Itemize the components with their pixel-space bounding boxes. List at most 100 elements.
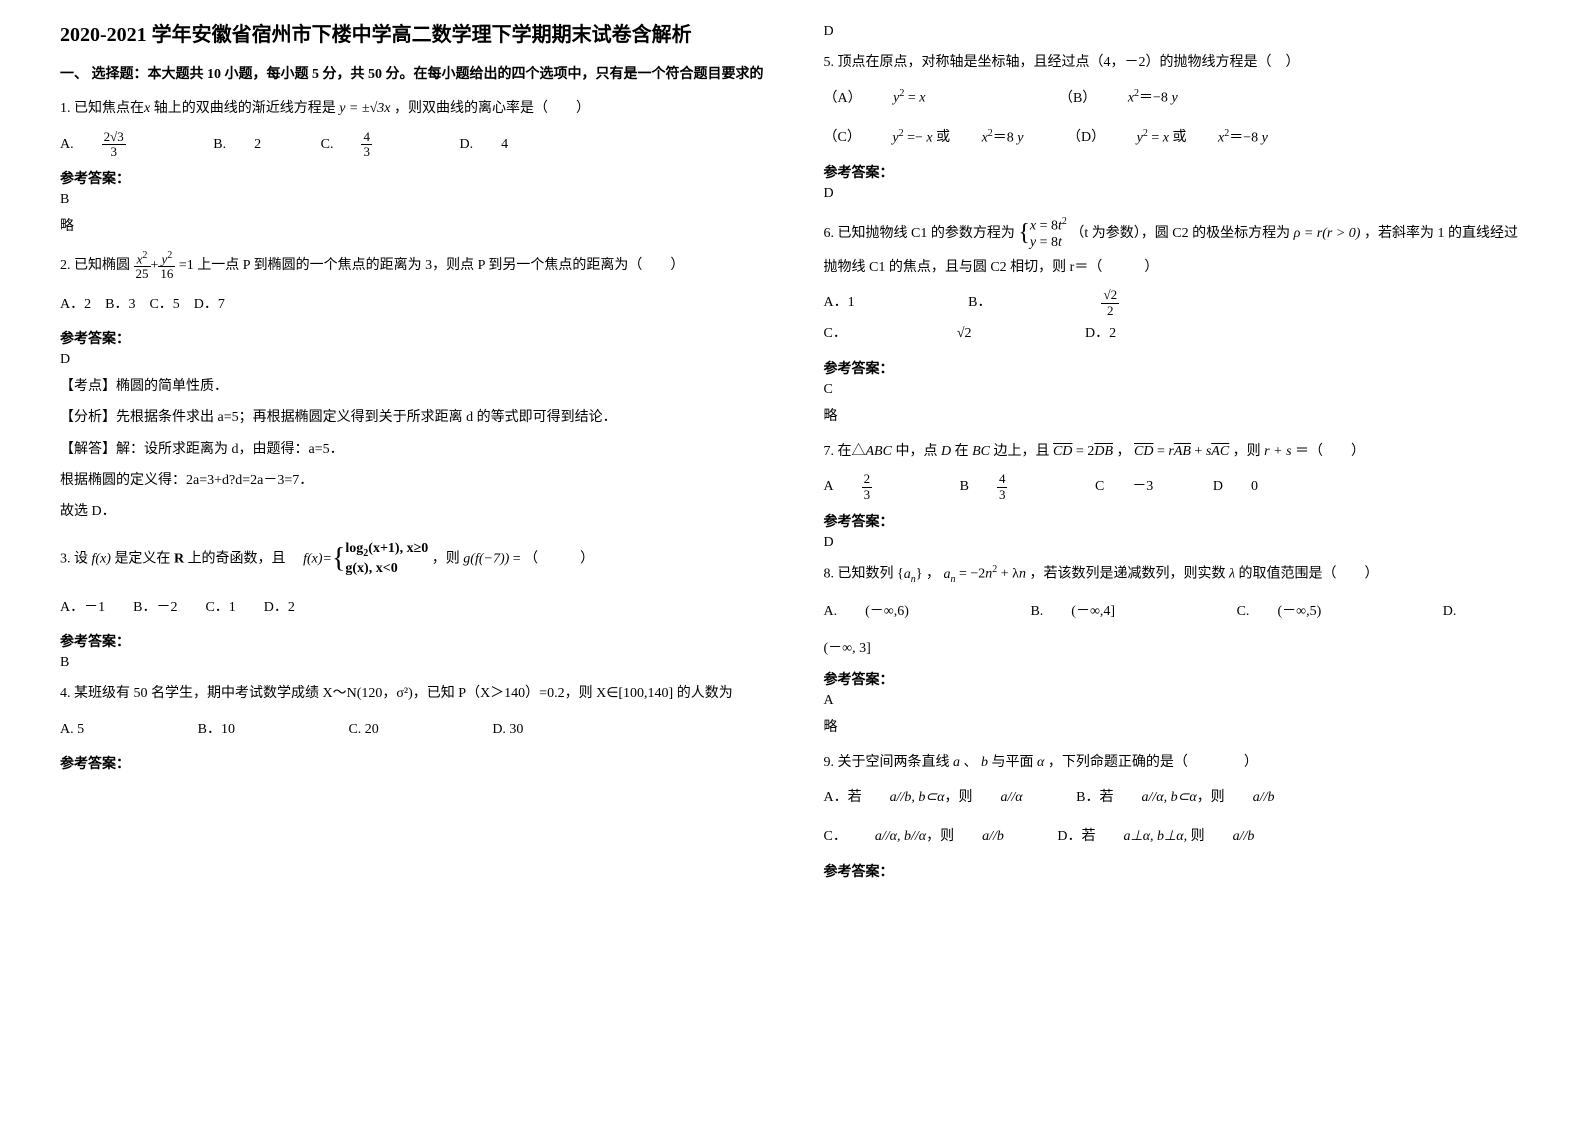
- q3-answer: B: [60, 655, 764, 671]
- q5-optC: （C） y2 =− x 或 x2＝8 y: [824, 123, 1024, 154]
- q9-optA: A．若a//b, b⊂α，则a//α: [824, 783, 1023, 814]
- q2-pre: 2. 已知椭圆: [60, 258, 130, 273]
- q9-post: ，下列命题正确的是（ ）: [1048, 755, 1258, 770]
- q8-optDv: (－∞, 3]: [824, 636, 1528, 661]
- q5-optA: （A） y2 = x: [824, 83, 926, 114]
- q7-answer: D: [824, 535, 1528, 551]
- fx: f(x): [88, 552, 114, 567]
- q2-answer: D: [60, 352, 764, 368]
- q8-optC: C. (－∞,5): [1237, 597, 1350, 628]
- q8-post: ，若该数列是递减数列，则实数: [1029, 567, 1225, 582]
- q1-optA: A. 2√33: [60, 130, 182, 161]
- q7-post: ，则: [1233, 444, 1261, 459]
- answer-label: 参考答案：: [824, 861, 1528, 881]
- q6-pre: 6. 已知抛物线 C1 的参数方程为: [824, 226, 1015, 241]
- q7-m3: 边上，且: [993, 444, 1049, 459]
- q7-stem: 7. 在△ABC 中，点 D 在 BC 边上，且 CD = 2DB ， CD =…: [824, 439, 1528, 464]
- q9-row1: A．若a//b, b⊂α，则a//α B．若a//α, b⊂α，则a//b: [824, 783, 1528, 814]
- q5-answer: D: [824, 186, 1528, 202]
- answer-label: 参考答案：: [60, 631, 764, 651]
- q1-explain: 略: [60, 214, 764, 239]
- q6-optA: A．1: [824, 288, 855, 319]
- q4-optD: D. 30: [492, 715, 523, 746]
- answer-label: 参考答案：: [824, 669, 1528, 689]
- answer-label: 参考答案：: [60, 753, 764, 773]
- q8-end: 的取值范围是（ ）: [1239, 567, 1379, 582]
- q2-post: =1 上一点 P 到椭圆的一个焦点的距离为 3，则点 P 到另一个焦点的距离为（…: [179, 258, 684, 273]
- q4-optC: C. 20: [348, 715, 378, 746]
- q1-answer: B: [60, 192, 764, 208]
- q3-mid2: 上的奇函数，且: [188, 552, 286, 567]
- gf: g(f(−7)): [460, 552, 513, 567]
- q9-optD: D．若a⊥α, b⊥α, 则a//b: [1057, 822, 1254, 853]
- q6-answer: C: [824, 382, 1528, 398]
- q3-pre: 3. 设: [60, 552, 88, 567]
- frac-icon: 43: [361, 130, 400, 160]
- right-column: D 5. 顶点在原点，对称轴是坐标轴，且经过点（4，－2）的抛物线方程是（ ） …: [794, 20, 1558, 1102]
- frac-icon: √22: [1101, 288, 1229, 318]
- answer-label: 参考答案：: [60, 168, 764, 188]
- frac-icon: 43: [997, 472, 1036, 502]
- answer-label: 参考答案：: [60, 328, 764, 348]
- x-var: x: [144, 101, 150, 116]
- q7-optC: C －3: [1095, 472, 1181, 503]
- q9-pre: 9. 关于空间两条直线: [824, 755, 950, 770]
- real-set: R: [170, 552, 187, 567]
- answer-label: 参考答案：: [824, 511, 1528, 531]
- q9-mid: 、: [964, 755, 978, 770]
- q7-options: A 23 B 43 C －3 D 0: [824, 472, 1528, 503]
- q1-optC: C. 43: [321, 130, 428, 161]
- q7-m4: ，: [1117, 444, 1131, 459]
- brace-icon: {: [1018, 220, 1030, 246]
- q6-optC: C．√2: [824, 319, 972, 350]
- q7-optD: D 0: [1213, 472, 1286, 503]
- q4-answer: D: [824, 24, 1528, 40]
- q9-optB: B．若a//α, b⊂α，则a//b: [1076, 783, 1274, 814]
- q9-row2: C．a//α, b//α，则a//b D．若a⊥α, b⊥α, 则a//b: [824, 822, 1528, 853]
- q8-options: A. (－∞,6) B. (－∞,4] C. (－∞,5) D.: [824, 597, 1528, 628]
- q9-stem: 9. 关于空间两条直线 a 、 b 与平面 α ，下列命题正确的是（ ）: [824, 750, 1528, 775]
- q6-explain: 略: [824, 404, 1528, 429]
- q7-optB: B 43: [960, 472, 1064, 503]
- vec-ab: AB: [1174, 444, 1191, 459]
- q3-mid: 是定义在: [114, 552, 170, 567]
- q1-options: A. 2√33 B. 2 C. 43 D. 4: [60, 130, 764, 161]
- q4-stem: 4. 某班级有 50 名学生，期中考试数学成绩 X～N(120，σ²)，已知 P…: [60, 681, 764, 706]
- q1-mid: 轴上的双曲线的渐近线方程是: [154, 101, 336, 116]
- frac-icon: x225: [134, 250, 151, 282]
- q3-options: A．－1 B．－2 C．1 D．2: [60, 593, 764, 624]
- piecewise: f(x)=: [303, 552, 332, 567]
- q6-options: A．1 B．√22 C．√2 D．2: [824, 288, 1528, 350]
- q6-optD: D．2: [1085, 319, 1116, 350]
- q1-post: ，则双曲线的离心率是（ ）: [394, 101, 590, 116]
- q5-stem: 5. 顶点在原点，对称轴是坐标轴，且经过点（4，－2）的抛物线方程是（ ）: [824, 50, 1528, 75]
- q7-m2: 在: [955, 444, 969, 459]
- q2-solve1: 【解答】解：设所求距离为 d，由题得：a=5．: [60, 437, 764, 462]
- answer-label: 参考答案：: [824, 162, 1528, 182]
- frac-icon: y216: [158, 250, 175, 282]
- q4-optB: B．10: [198, 715, 235, 746]
- q7-optA: A 23: [824, 472, 929, 503]
- q8-pre: 8. 已知数列: [824, 567, 894, 582]
- q1-optB: B. 2: [213, 130, 289, 161]
- brace-icon: {: [332, 543, 345, 574]
- q3-stem: 3. 设 f(x) 是定义在 R 上的奇函数，且 f(x)={log2(x+1)…: [60, 534, 764, 584]
- piecewise-body: log2(x+1), x≥0g(x), x<0: [345, 540, 428, 578]
- q2-stem: 2. 已知椭圆 x225+y216 =1 上一点 P 到椭圆的一个焦点的距离为 …: [60, 250, 764, 282]
- q5-row1: （A） y2 = x （B） x2＝−8 y: [824, 83, 1528, 114]
- q6-mid: （t 为参数），圆 C2 的极坐标方程为: [1070, 226, 1290, 241]
- param-eq: x = 8t2y = 8t: [1030, 216, 1067, 252]
- q1-optD: D. 4: [459, 130, 536, 161]
- q8-explain: 略: [824, 715, 1528, 740]
- q7-pre: 7. 在△: [824, 444, 866, 459]
- q2-point: 【考点】椭圆的简单性质．: [60, 374, 764, 399]
- vec-ac: AC: [1211, 444, 1229, 459]
- q2-options: A．2 B．3 C．5 D．7: [60, 290, 764, 321]
- q4-options: A. 5 B．10 C. 20 D. 30: [60, 715, 764, 746]
- polar-eq: ρ = r(r > 0): [1290, 226, 1360, 241]
- q1-stem: 1. 已知焦点在x 轴上的双曲线的渐近线方程是 y = ±√3x ，则双曲线的离…: [60, 96, 764, 121]
- q5-optD: （D） y2 = x 或 x2＝−8 y: [1067, 123, 1268, 154]
- q8-optB: B. (－∞,4]: [1030, 597, 1143, 628]
- q8-answer: A: [824, 693, 1528, 709]
- q7-end: ＝（ ）: [1295, 444, 1365, 459]
